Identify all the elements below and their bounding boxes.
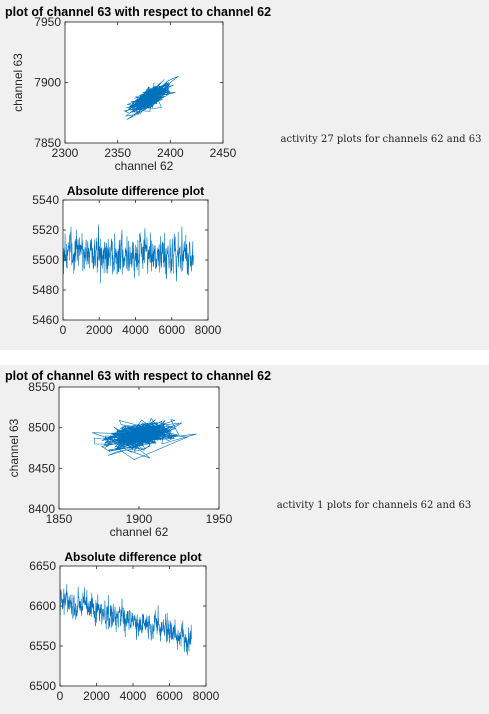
x-tick-label: 0 — [60, 323, 67, 337]
x-tick-label: 6000 — [158, 323, 185, 337]
activity-1-panel: 1850 1900 1950 8400 8450 8500 8550 channel 62 ch… — [0, 365, 489, 714]
channel-trajectory-series — [123, 75, 179, 120]
x-tick-label: 4000 — [122, 323, 149, 337]
x-axis-label: channel 62 — [115, 159, 174, 173]
x-tick-label: 2450 — [210, 146, 237, 160]
y-tick-label: 6600 — [29, 599, 56, 613]
y-tick-label: 6650 — [29, 559, 56, 573]
y-tick-label: 5500 — [32, 253, 59, 267]
x-tick-label: 8000 — [195, 323, 222, 337]
x-tick-label: 8000 — [193, 689, 220, 703]
y-tick-label: 8450 — [28, 461, 55, 475]
channel-trajectory-series — [92, 417, 197, 461]
chart-title: Absolute difference plot — [64, 550, 201, 564]
absolute-difference-series — [62, 224, 194, 284]
activity-27-panel: 2300 2350 2400 2450 7850 7900 7950 channel 62 ch… — [0, 0, 489, 350]
y-axis-label: channel 63 — [7, 418, 21, 477]
x-tick-label: 0 — [57, 689, 64, 703]
y-tick-label: 8400 — [28, 502, 55, 516]
y-tick-label: 8500 — [28, 421, 55, 435]
x-tick-label: 1900 — [126, 512, 153, 526]
x-tick-label: 2000 — [86, 323, 113, 337]
activity-caption: activity 27 plots for channels 62 and 63 — [281, 134, 482, 145]
absolute-difference-series — [59, 584, 192, 656]
x-tick-label: 1850 — [46, 512, 73, 526]
y-tick-label: 6550 — [29, 639, 56, 653]
x-tick-label: 2400 — [157, 146, 184, 160]
activity-27-figure: 2300 2350 2400 2450 7850 7900 7950 channel 62 ch… — [5, 5, 482, 337]
y-tick-label: 8550 — [28, 380, 55, 394]
chart-title: Absolute difference plot — [67, 184, 204, 198]
y-axis-label: channel 63 — [11, 53, 25, 112]
x-tick-label: 6000 — [156, 689, 183, 703]
plot-area — [65, 22, 223, 143]
x-tick-label: 2300 — [52, 146, 79, 160]
channel-scatter-chart: 2300 2350 2400 2450 7850 7900 7950 channel 62 ch… — [5, 5, 271, 173]
y-tick-label: 5480 — [32, 283, 59, 297]
y-tick-label: 6500 — [29, 679, 56, 693]
activity-1-figure: 1850 1900 1950 8400 8450 8500 8550 channel 62 ch… — [5, 369, 472, 703]
y-tick-label: 5540 — [32, 193, 59, 207]
channel-scatter-chart: 1850 1900 1950 8400 8450 8500 8550 channel 62 ch… — [5, 369, 271, 539]
x-axis-label: channel 62 — [110, 525, 169, 539]
y-tick-label: 5460 — [32, 313, 59, 327]
x-tick-label: 2350 — [104, 146, 131, 160]
x-tick-label: 1950 — [206, 512, 233, 526]
absolute-difference-chart: 0 2000 4000 6000 8000 5460 5480 5500 5520 5540 Abs… — [32, 184, 221, 337]
y-tick-label: 7850 — [34, 136, 61, 150]
chart-title: plot of channel 63 with respect to chann… — [5, 5, 271, 19]
chart-title: plot of channel 63 with respect to chann… — [5, 369, 271, 383]
absolute-difference-chart: 0 2000 4000 6000 8000 6500 6550 6600 6650 Absolut… — [29, 550, 219, 703]
y-tick-label: 7950 — [34, 15, 61, 29]
x-tick-label: 2000 — [83, 689, 110, 703]
activity-caption: activity 1 plots for channels 62 and 63 — [277, 500, 472, 511]
x-tick-label: 4000 — [120, 689, 147, 703]
y-tick-label: 5520 — [32, 223, 59, 237]
y-tick-label: 7900 — [34, 76, 61, 90]
